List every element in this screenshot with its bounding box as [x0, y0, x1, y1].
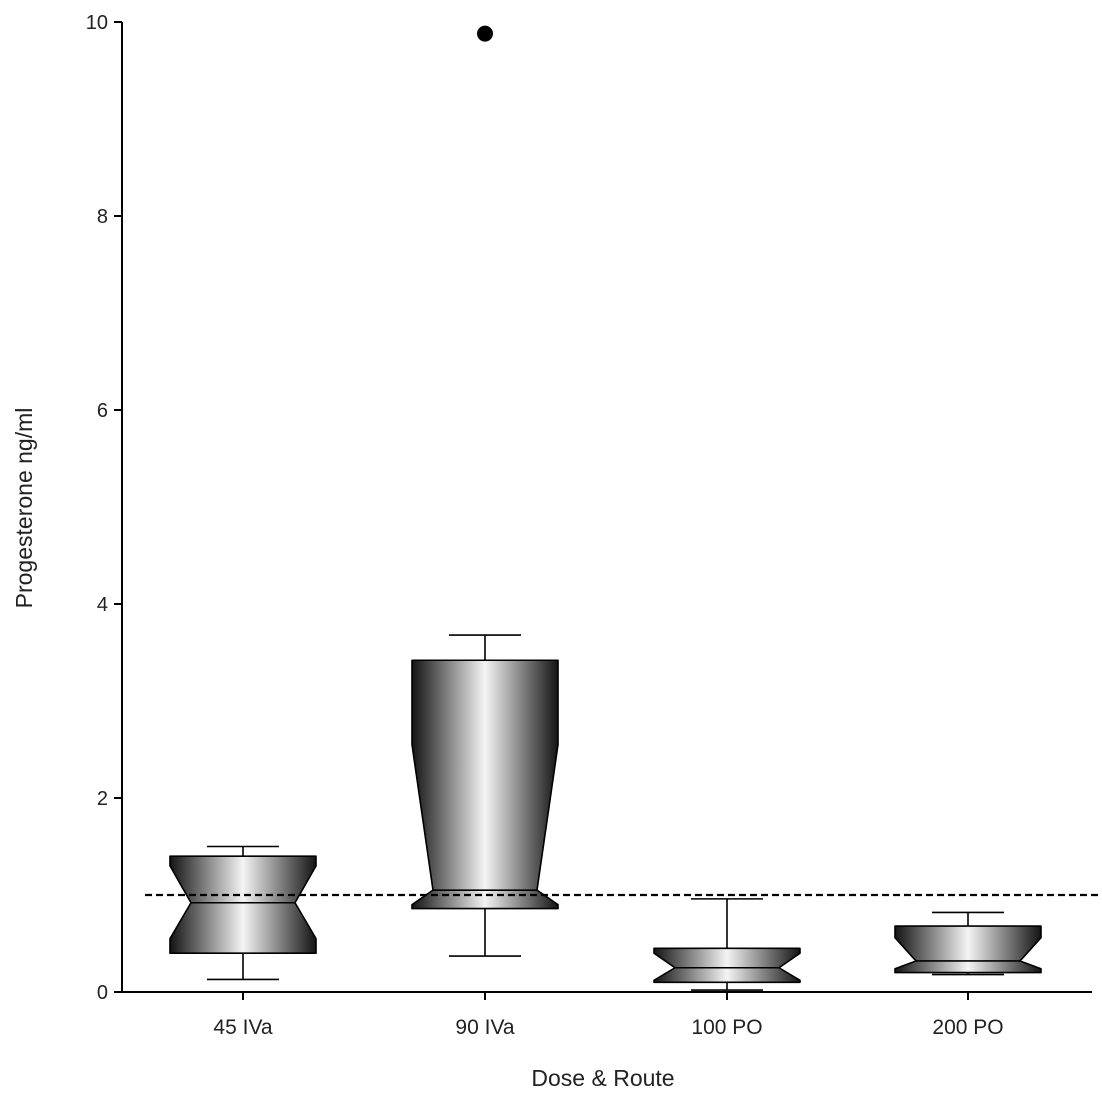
x-tick-label: 90 IVa — [455, 1016, 514, 1039]
box-1 — [169, 845, 317, 981]
y-tick-label: 10 — [86, 12, 108, 34]
axes: 0 2 4 6 8 10 45 IVa 90 IVa 100 PO 200 PO — [86, 12, 1092, 1039]
y-tick-label: 6 — [97, 400, 108, 422]
y-axis-title: Progesterone ng/ml — [11, 408, 37, 609]
x-tick-label: 100 PO — [691, 1016, 762, 1039]
box-3 — [653, 898, 801, 991]
notched-box — [894, 925, 1042, 974]
y-tick-label: 8 — [97, 206, 108, 228]
notched-box — [653, 947, 801, 984]
y-tick-label: 2 — [97, 788, 108, 810]
y-tick-label: 4 — [97, 594, 108, 616]
box-4 — [894, 911, 1042, 976]
y-tick-label: 0 — [97, 982, 108, 1004]
notched-box — [411, 659, 559, 910]
x-axis-title: Dose & Route — [531, 1065, 674, 1091]
notched-box — [169, 855, 317, 955]
box-2 — [411, 25, 559, 957]
x-tick-label: 45 IVa — [213, 1016, 272, 1039]
outlier-point — [477, 25, 493, 42]
x-tick-label: 200 PO — [932, 1016, 1003, 1039]
boxes — [169, 25, 1042, 991]
